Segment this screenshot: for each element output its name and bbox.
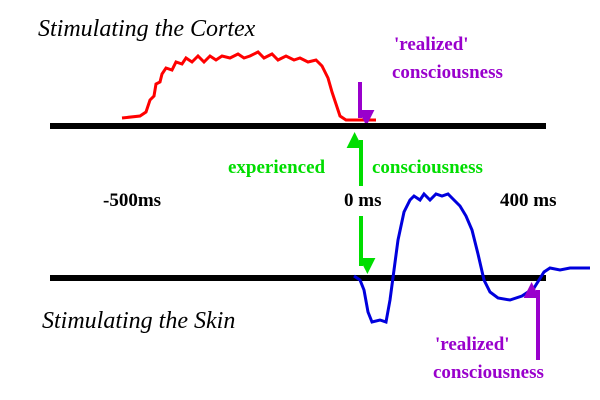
skin-realized: 'realized' (435, 334, 510, 355)
skin-realized: consciousness (433, 362, 544, 383)
skin-title: Stimulating the Skin (42, 308, 235, 334)
cortex-title: Stimulating the Cortex (38, 16, 256, 42)
time-label: 400 ms (500, 190, 556, 211)
time-label: -500ms (103, 190, 161, 211)
skin-wave (353, 191, 590, 324)
cortex-realized: consciousness (392, 62, 503, 83)
experienced-label: consciousness (372, 157, 483, 178)
cortex-wave (121, 50, 376, 122)
experienced-label: experienced (228, 157, 326, 178)
time-label: 0 ms (344, 190, 381, 211)
cortex-realized: 'realized' (394, 34, 469, 55)
